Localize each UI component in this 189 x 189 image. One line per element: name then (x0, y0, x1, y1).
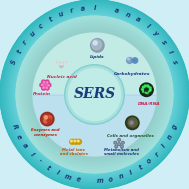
Text: r: r (22, 39, 29, 45)
Text: t: t (16, 49, 23, 55)
Text: c: c (38, 23, 45, 30)
Circle shape (125, 116, 139, 130)
Circle shape (66, 66, 123, 123)
Circle shape (30, 30, 159, 159)
Circle shape (12, 12, 177, 177)
Circle shape (14, 14, 175, 175)
Circle shape (46, 87, 47, 89)
Text: n: n (125, 11, 131, 18)
Circle shape (25, 25, 164, 164)
Text: a: a (21, 142, 29, 149)
Circle shape (13, 13, 176, 176)
Text: S: S (11, 59, 18, 65)
Circle shape (22, 22, 167, 167)
Circle shape (4, 4, 185, 185)
Circle shape (47, 119, 51, 122)
Circle shape (27, 27, 162, 162)
Circle shape (60, 64, 62, 65)
Circle shape (118, 143, 121, 146)
Circle shape (48, 85, 49, 86)
Text: o: o (146, 158, 153, 165)
Circle shape (65, 65, 124, 124)
Text: Carbohydrates: Carbohydrates (114, 72, 151, 76)
Circle shape (9, 9, 180, 180)
Circle shape (4, 4, 185, 185)
Circle shape (3, 3, 186, 186)
Circle shape (12, 12, 177, 177)
Circle shape (15, 15, 174, 174)
Circle shape (91, 39, 104, 52)
Circle shape (45, 80, 49, 84)
Circle shape (11, 11, 178, 178)
Circle shape (46, 82, 48, 83)
Circle shape (2, 2, 187, 187)
Circle shape (3, 3, 186, 186)
Circle shape (19, 19, 170, 170)
Circle shape (9, 9, 180, 180)
Circle shape (71, 140, 72, 142)
Circle shape (43, 81, 45, 83)
Circle shape (64, 60, 65, 62)
Polygon shape (33, 94, 156, 156)
Circle shape (26, 26, 163, 163)
Text: Enzymes and
coenzymes: Enzymes and coenzymes (31, 128, 60, 137)
Circle shape (2, 2, 187, 187)
Circle shape (129, 121, 134, 125)
Circle shape (74, 140, 76, 142)
Circle shape (14, 14, 175, 175)
Circle shape (31, 31, 158, 158)
Circle shape (16, 16, 173, 173)
Circle shape (140, 83, 153, 97)
Circle shape (31, 31, 158, 158)
Text: n: n (118, 173, 124, 180)
Circle shape (12, 12, 177, 177)
Circle shape (9, 9, 180, 180)
Circle shape (21, 21, 168, 168)
Circle shape (6, 6, 183, 183)
Circle shape (68, 69, 121, 121)
Circle shape (2, 2, 187, 187)
Text: a: a (114, 8, 120, 15)
Circle shape (42, 86, 45, 90)
Circle shape (67, 63, 69, 64)
Text: r: r (70, 8, 74, 14)
Text: i: i (129, 170, 133, 176)
Circle shape (93, 41, 97, 45)
Circle shape (18, 18, 171, 171)
Circle shape (43, 87, 44, 88)
Circle shape (21, 21, 168, 168)
Circle shape (1, 1, 188, 188)
Circle shape (54, 63, 56, 64)
Circle shape (40, 83, 43, 87)
Circle shape (130, 122, 133, 124)
Circle shape (118, 138, 121, 141)
Circle shape (10, 10, 179, 179)
Circle shape (12, 12, 177, 177)
Text: g: g (171, 124, 178, 130)
Text: m: m (96, 178, 104, 184)
Circle shape (21, 21, 168, 168)
Circle shape (1, 1, 188, 188)
Circle shape (9, 9, 180, 180)
Circle shape (5, 5, 184, 184)
Circle shape (26, 26, 163, 163)
Circle shape (15, 15, 174, 174)
Circle shape (70, 139, 75, 144)
Circle shape (13, 13, 176, 176)
Circle shape (3, 3, 186, 186)
Circle shape (128, 118, 137, 127)
Text: y: y (152, 30, 160, 37)
Circle shape (57, 60, 59, 62)
Circle shape (47, 83, 51, 87)
Circle shape (12, 12, 177, 177)
Circle shape (127, 57, 133, 64)
Circle shape (44, 115, 48, 119)
Circle shape (132, 58, 138, 63)
Circle shape (1, 1, 188, 188)
Circle shape (25, 25, 164, 164)
Circle shape (15, 15, 174, 174)
Text: Protein: Protein (33, 91, 51, 96)
Circle shape (23, 23, 166, 166)
Text: a: a (135, 16, 142, 23)
